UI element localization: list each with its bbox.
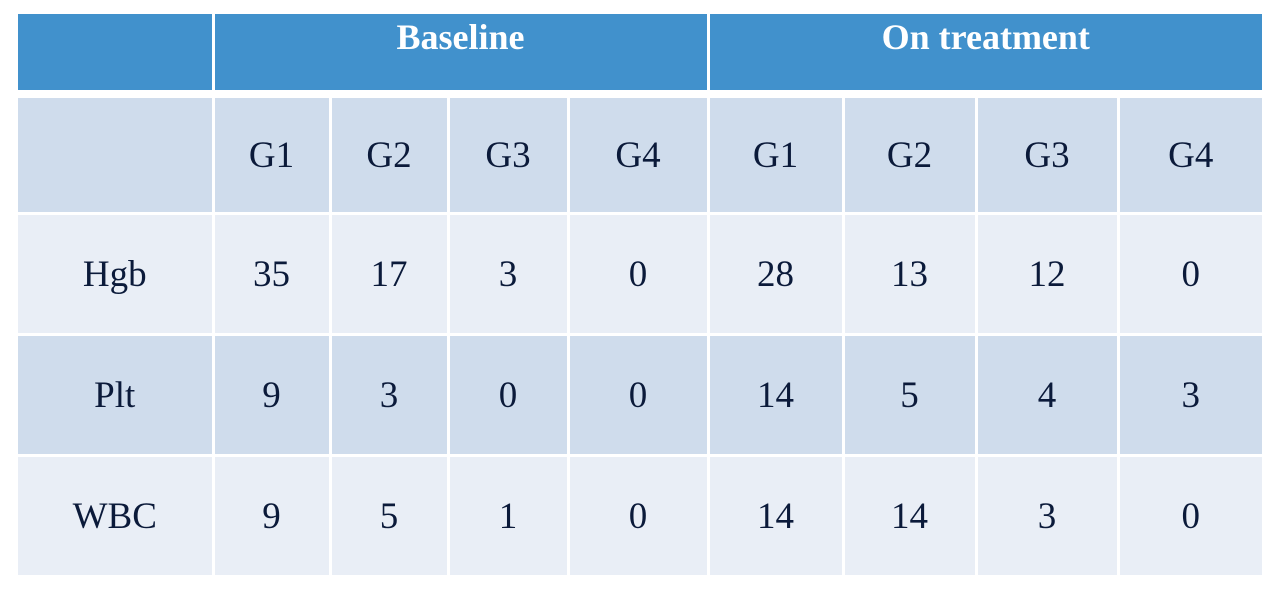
treatment-g2-header: G2 (841, 94, 978, 215)
baseline-header: Baseline (211, 14, 710, 98)
table-cell: 5 (841, 334, 978, 457)
baseline-g2-header: G2 (328, 94, 450, 215)
table-cell: 9 (211, 334, 332, 457)
table-cell: 3 (1116, 334, 1263, 457)
table-cell: 4 (974, 334, 1120, 457)
table-cell: 9 (211, 455, 332, 575)
table-cell: 17 (328, 213, 450, 336)
table-cell: 35 (211, 213, 332, 336)
baseline-g1-header: G1 (211, 94, 332, 215)
table-cell: 3 (446, 213, 570, 336)
table-cell: 14 (841, 455, 978, 575)
row-label: Plt (18, 334, 215, 457)
corner-header-cell (18, 14, 215, 98)
table-row-wbc: WBC 9 5 1 0 14 14 3 0 (18, 455, 1263, 575)
table-cell: 0 (566, 213, 710, 336)
on-treatment-header: On treatment (706, 14, 1263, 98)
table-cell: 0 (566, 334, 710, 457)
row-label: Hgb (18, 213, 215, 336)
grade-header-row: G1 G2 G3 G4 G1 G2 G3 G4 (18, 94, 1263, 215)
table-row-plt: Plt 9 3 0 0 14 5 4 3 (18, 334, 1263, 457)
row-label-header (18, 94, 215, 215)
table-cell: 0 (566, 455, 710, 575)
grade-table: Baseline On treatment G1 G2 G3 G4 G1 G2 … (18, 14, 1263, 575)
table-cell: 14 (706, 334, 845, 457)
table-row-hgb: Hgb 35 17 3 0 28 13 12 0 (18, 213, 1263, 336)
table-cell: 0 (446, 334, 570, 457)
table-cell: 13 (841, 213, 978, 336)
baseline-g4-header: G4 (566, 94, 710, 215)
treatment-g3-header: G3 (974, 94, 1120, 215)
table-cell: 0 (1116, 455, 1263, 575)
table-cell: 28 (706, 213, 845, 336)
treatment-g4-header: G4 (1116, 94, 1263, 215)
table-cell: 3 (328, 334, 450, 457)
table-cell: 14 (706, 455, 845, 575)
table-cell: 12 (974, 213, 1120, 336)
row-label: WBC (18, 455, 215, 575)
table-cell: 1 (446, 455, 570, 575)
table-cell: 3 (974, 455, 1120, 575)
table-cell: 5 (328, 455, 450, 575)
baseline-g3-header: G3 (446, 94, 570, 215)
table-cell: 0 (1116, 213, 1263, 336)
group-header-row: Baseline On treatment (18, 14, 1263, 98)
treatment-g1-header: G1 (706, 94, 845, 215)
